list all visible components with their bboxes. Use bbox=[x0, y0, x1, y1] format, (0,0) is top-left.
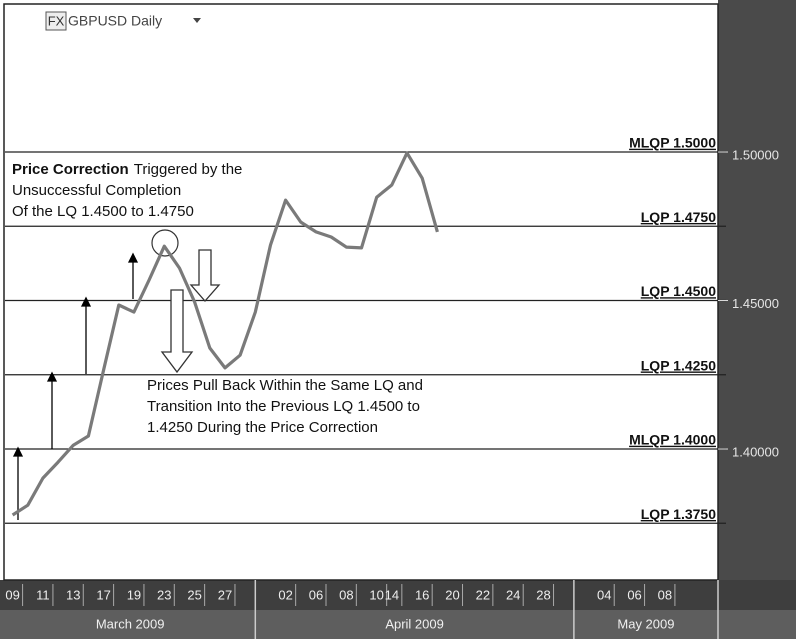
arrow-head bbox=[46, 371, 58, 382]
level-label: LQP 1.4250 bbox=[641, 357, 716, 373]
level-label: LQP 1.3750 bbox=[641, 506, 716, 522]
x-tick-label: 28 bbox=[536, 587, 550, 602]
x-tick-label: 19 bbox=[127, 587, 141, 602]
x-tick-label: 22 bbox=[476, 587, 490, 602]
price-line bbox=[11, 151, 439, 517]
y-tick-label: 1.45000 bbox=[732, 296, 779, 311]
x-tick-label: 25 bbox=[187, 587, 201, 602]
annotation-line: Of the LQ 1.4500 to 1.4750 bbox=[12, 203, 194, 220]
down-arrow-hollow bbox=[189, 249, 221, 302]
x-tick-label: 16 bbox=[415, 587, 429, 602]
arrow-head bbox=[12, 446, 24, 457]
levels: MLQP 1.5000 LQP 1.4750 LQP 1.4500 LQP 1.425… bbox=[5, 135, 726, 524]
level-label: LQP 1.4500 bbox=[641, 283, 716, 299]
annotation-line: Transition Into the Previous LQ 1.4500 t… bbox=[147, 398, 420, 415]
level-label: LQP 1.4750 bbox=[641, 209, 716, 225]
annotation-line: Prices Pull Back Within the Same LQ and bbox=[147, 377, 423, 394]
x-tick-label: 24 bbox=[506, 587, 520, 602]
y-tick-label: 1.40000 bbox=[732, 444, 779, 459]
x-tick-label: 06 bbox=[309, 587, 323, 602]
x-tick-label: 08 bbox=[658, 587, 672, 602]
x-tick-label: 04 bbox=[597, 587, 611, 602]
dropdown-icon[interactable] bbox=[193, 18, 201, 23]
x-tick-label: 17 bbox=[96, 587, 110, 602]
x-tick-label: 02 bbox=[278, 587, 292, 602]
x-tick-label: 23 bbox=[157, 587, 171, 602]
plot-frame bbox=[3, 3, 719, 581]
header: FX GBPUSD Daily bbox=[45, 11, 201, 31]
annotation: Price Correction Triggered by the Unsucces… bbox=[12, 161, 242, 220]
x-tick-label: 13 bbox=[66, 587, 80, 602]
arrow-head bbox=[80, 296, 92, 307]
level-label: MLQP 1.5000 bbox=[629, 135, 716, 151]
y-tick-label: 1.50000 bbox=[732, 147, 779, 162]
x-tick-label: 11 bbox=[36, 587, 50, 602]
day-strip bbox=[0, 580, 796, 610]
symbol: FX bbox=[48, 13, 65, 28]
month-label: May 2009 bbox=[617, 616, 674, 631]
month-label: April 2009 bbox=[385, 616, 444, 631]
annotation-line: Unsuccessful Completion bbox=[12, 182, 181, 199]
x-tick-label: 09 bbox=[5, 587, 19, 602]
arrow-head bbox=[127, 252, 139, 263]
arrows bbox=[12, 252, 139, 520]
x-tick-label: 27 bbox=[218, 587, 232, 602]
month-strip bbox=[0, 610, 796, 639]
annotation-title: Price Correction bbox=[12, 161, 129, 178]
x-tick-label: 14 bbox=[385, 587, 399, 602]
annotation-line: Triggered by the bbox=[134, 161, 243, 178]
symbol-box bbox=[45, 11, 67, 31]
x-tick-label: 10 bbox=[369, 587, 383, 602]
annotation: Prices Pull Back Within the Same LQ and T… bbox=[147, 377, 423, 436]
down-arrow-hollow bbox=[160, 289, 194, 374]
level-label: MLQP 1.4000 bbox=[629, 432, 716, 448]
x-tick-label: 20 bbox=[445, 587, 459, 602]
x-tick-label: 08 bbox=[339, 587, 353, 602]
x-tick-label: 06 bbox=[627, 587, 641, 602]
header-title: GBPUSD Daily bbox=[68, 13, 162, 29]
month-label: March 2009 bbox=[96, 616, 165, 631]
peak-circle bbox=[151, 229, 179, 257]
annotation-line: 1.4250 During the Price Correction bbox=[147, 419, 378, 436]
price-axis-panel bbox=[718, 0, 796, 580]
